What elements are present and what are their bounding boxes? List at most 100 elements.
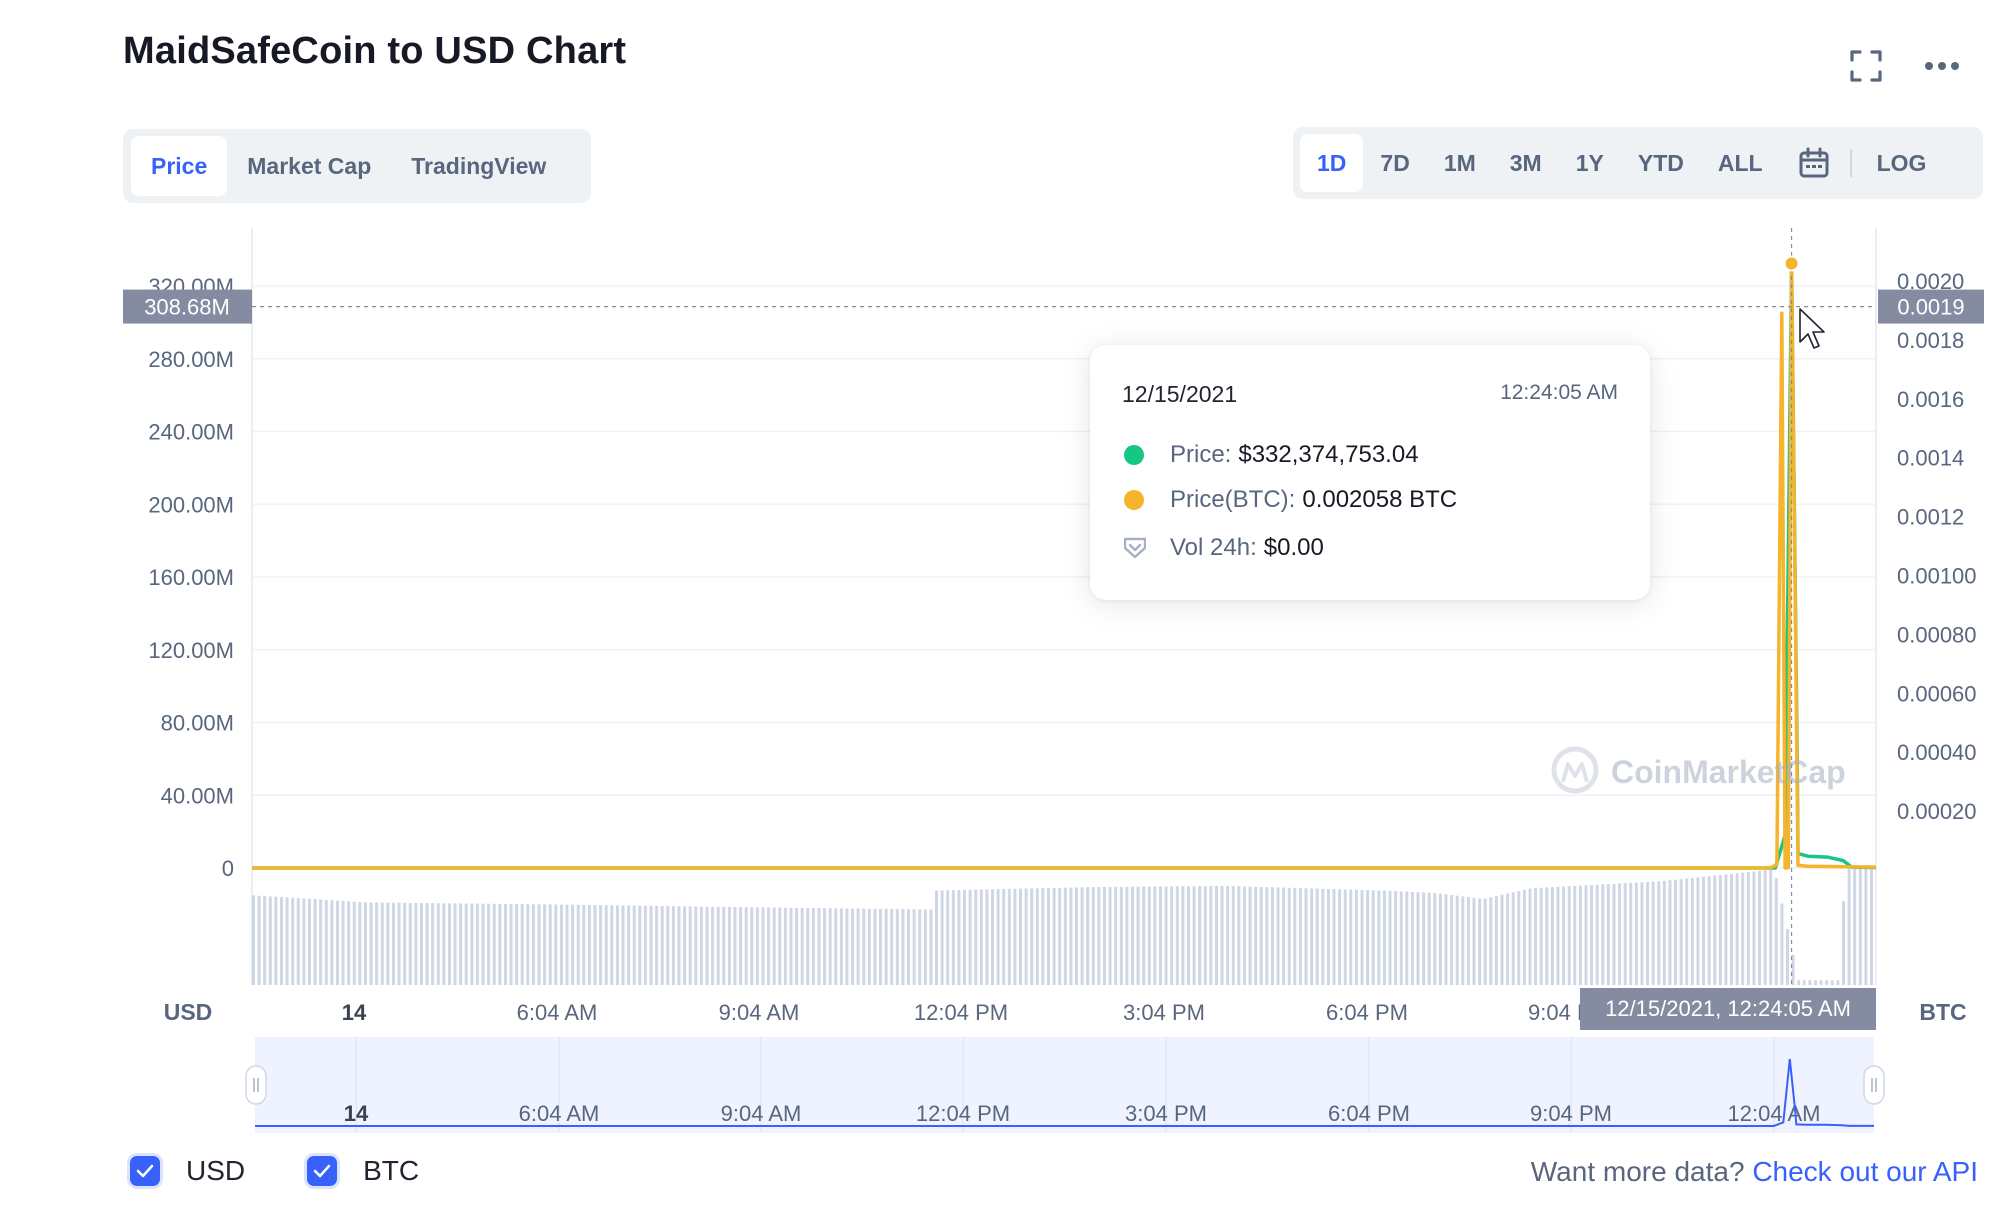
volume-bar	[1797, 980, 1801, 985]
volume-bar	[655, 905, 659, 985]
btc-checkbox[interactable]	[307, 1156, 338, 1186]
volume-bar	[946, 890, 950, 985]
volume-bar	[1130, 886, 1134, 985]
volume-bar	[884, 908, 888, 985]
range-divider	[1849, 149, 1852, 177]
api-link[interactable]: Check out our API	[1752, 1156, 1978, 1187]
volume-bar	[895, 909, 899, 985]
volume-bar	[1506, 893, 1510, 985]
chart-type-tabs: Price Market Cap TradingView	[123, 129, 591, 203]
volume-bar	[599, 905, 603, 985]
volume-bar	[1136, 886, 1140, 985]
volume-bar	[1030, 888, 1034, 985]
volume-bar	[1254, 886, 1258, 985]
volume-bar	[789, 907, 793, 985]
tab-market-cap[interactable]: Market Cap	[247, 153, 372, 179]
volume-bar	[1293, 887, 1297, 985]
volume-bar	[1825, 980, 1829, 985]
volume-bar	[1186, 886, 1190, 985]
volume-bar	[907, 909, 911, 985]
volume-bar	[974, 889, 978, 985]
volume-bar	[1550, 887, 1554, 985]
legend-btc-toggle[interactable]: BTC	[307, 1155, 419, 1187]
volume-bar	[688, 906, 692, 985]
volume-bar	[1741, 872, 1745, 985]
volume-bar	[929, 909, 933, 985]
range-1m[interactable]: 1M	[1443, 150, 1476, 176]
usd-checkbox[interactable]	[130, 1156, 160, 1186]
volume-bar	[1013, 888, 1017, 985]
volume-bar	[901, 909, 905, 985]
volume-bar	[1769, 869, 1773, 985]
navigator-left-handle[interactable]	[245, 1065, 267, 1105]
volume-bar	[1528, 888, 1532, 985]
y-right-tick-label: 0.00060	[1897, 681, 1977, 706]
volume-bar	[487, 903, 491, 985]
volume-bar	[839, 908, 843, 985]
navigator-right-handle[interactable]	[1863, 1065, 1885, 1105]
volume-bar	[795, 907, 799, 985]
range-7d[interactable]: 7D	[1380, 150, 1410, 176]
tab-tradingview[interactable]: TradingView	[411, 153, 547, 179]
volume-bar	[918, 909, 922, 985]
volume-bar	[683, 906, 687, 985]
volume-bar	[1814, 980, 1818, 985]
volume-bar	[1752, 871, 1756, 985]
volume-bar	[587, 904, 591, 985]
volume-bar	[1287, 887, 1291, 985]
more-icon[interactable]	[1922, 46, 1962, 86]
volume-bar	[1696, 877, 1700, 985]
volume-bar	[453, 903, 457, 985]
volume-bar	[1601, 884, 1605, 985]
volume-bar	[296, 898, 300, 985]
price-chart[interactable]: 0 40.00M 80.00M 120.00M 160.00M 200.00M 240.00…	[0, 0, 2012, 1150]
volume-bar	[1382, 890, 1386, 985]
y-right-tick-label: 0.0014	[1897, 446, 1964, 471]
volume-bar	[1366, 890, 1370, 985]
tab-price[interactable]: Price	[131, 136, 228, 196]
volume-bar	[783, 907, 787, 985]
range-all[interactable]: ALL	[1717, 150, 1763, 176]
legend-usd-toggle[interactable]: USD	[130, 1155, 245, 1187]
range-3m[interactable]: 3M	[1509, 150, 1542, 176]
volume-bar	[755, 907, 759, 985]
volume-bar	[291, 897, 295, 985]
calendar-icon[interactable]	[1786, 134, 1842, 192]
y-left-tick-label: 0	[222, 856, 234, 881]
range-1d[interactable]: 1D	[1300, 134, 1364, 192]
volume-bar	[632, 905, 636, 985]
range-ytd[interactable]: YTD	[1637, 150, 1684, 176]
volume-bar	[386, 902, 390, 985]
tooltip-vol-label: Vol 24h:	[1170, 534, 1257, 561]
hover-point	[1783, 255, 1800, 272]
volume-bar	[470, 903, 474, 985]
volume-bar	[302, 898, 306, 985]
volume-bar	[279, 897, 283, 985]
range-1y[interactable]: 1Y	[1575, 150, 1604, 176]
volume-bar	[414, 902, 418, 985]
volume-bar	[834, 908, 838, 985]
y-left-tick-label: 200.00M	[148, 492, 234, 517]
volume-bar	[520, 904, 524, 985]
volume-bar	[772, 907, 776, 985]
volume-bar	[543, 904, 547, 985]
volume-bar	[459, 903, 463, 985]
volume-bar	[671, 906, 675, 985]
volume-bar	[1170, 886, 1174, 985]
volume-bar	[811, 908, 815, 985]
usd-axis-label: USD	[164, 999, 213, 1025]
volume-bar	[263, 896, 267, 985]
volume-bar	[554, 904, 558, 985]
volume-bar	[1388, 890, 1392, 985]
volume-bar	[1450, 895, 1454, 985]
volume-bar	[1209, 886, 1213, 985]
y-left-tick-label: 240.00M	[148, 420, 234, 445]
time-range-selector: 1D 7D 1M 3M 1Y YTD ALL LOG	[1293, 127, 1983, 199]
volume-bar	[358, 901, 362, 985]
volume-bar	[313, 899, 317, 985]
volume-bar	[979, 889, 983, 985]
fullscreen-icon[interactable]	[1846, 46, 1886, 86]
volume-bar	[1511, 892, 1515, 985]
volume-bar	[1746, 872, 1750, 985]
log-scale-toggle[interactable]: LOG	[1876, 150, 1927, 176]
